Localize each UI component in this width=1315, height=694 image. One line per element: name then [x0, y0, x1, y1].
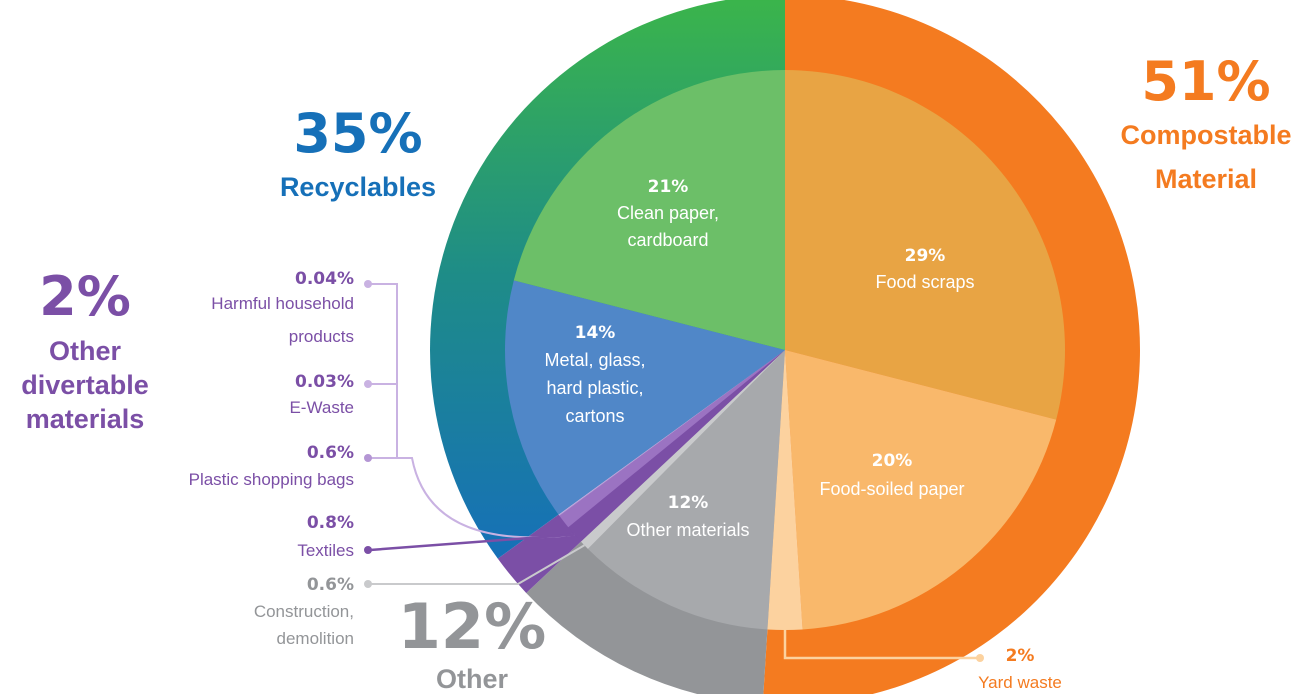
- item-label-textiles: 0.8% Textiles: [297, 513, 354, 560]
- slice-label-line: Food-soiled paper: [819, 479, 964, 499]
- group-pct: 12%: [398, 590, 546, 663]
- group-label-recyclables: 35% Recyclables: [280, 102, 436, 202]
- item-label-plastic-bags: 0.6% Plastic shopping bags: [189, 443, 354, 489]
- slice-other-materials: [587, 350, 785, 630]
- slice-textiles: [568, 350, 785, 542]
- slice-harmful-household-products: [558, 350, 785, 516]
- slice-pct: 12%: [668, 493, 709, 513]
- slice-label-line: cardboard: [627, 230, 708, 250]
- slice-yard-waste: [767, 350, 803, 631]
- item-pct: 0.03%: [295, 372, 354, 392]
- item-label-line: Plastic shopping bags: [189, 470, 354, 489]
- item-label-line: Textiles: [297, 541, 354, 560]
- item-pct: 0.04%: [295, 269, 354, 289]
- slice-pct: 21%: [648, 177, 689, 197]
- slice-label-other-materials: 12% Other materials: [626, 493, 749, 540]
- group-label-line: Compostable: [1120, 120, 1291, 150]
- group-pct: 2%: [39, 265, 131, 328]
- group-label-line: Other: [49, 336, 122, 366]
- group-label-line: Other: [436, 664, 509, 694]
- textiles-leader-line: [369, 533, 575, 552]
- slice-plastic-shopping-bags: [559, 350, 785, 528]
- slice-label-line: Metal, glass,: [544, 350, 645, 370]
- textiles-dot: [364, 546, 372, 554]
- item-label-line: Construction,: [254, 602, 354, 621]
- item-label-line: E-Waste: [289, 398, 354, 417]
- inner-slice-pie: [505, 70, 1065, 631]
- slice-label-line: Other materials: [626, 520, 749, 540]
- item-label-yard-waste: 2% Yard waste: [978, 646, 1062, 692]
- group-label-line: Recyclables: [280, 172, 436, 202]
- yard-waste-dot: [976, 654, 984, 662]
- construction-dot: [364, 580, 372, 588]
- group-label-line: Material: [1155, 164, 1257, 194]
- slice-label-food-soiled-paper: 20% Food-soiled paper: [819, 451, 964, 499]
- group-label-other-divertable: 2% Other divertable materials: [21, 265, 149, 434]
- slice-label-metal-glass: 14% Metal, glass, hard plastic, cartons: [544, 323, 645, 426]
- group-label-line: materials: [26, 404, 145, 434]
- group-label-compostable: 51% Compostable Material: [1120, 50, 1291, 194]
- construction-leader-line: [370, 544, 585, 585]
- yard-waste-leader-line: [783, 622, 978, 660]
- item-label-line: Harmful household: [211, 294, 354, 313]
- item-label-line: products: [289, 327, 354, 346]
- slice-label-clean-paper: 21% Clean paper, cardboard: [617, 177, 719, 250]
- slice-metal-glass-hard-plastic-cartons: [505, 280, 785, 515]
- slice-label-line: hard plastic,: [546, 378, 643, 398]
- e-waste-dot: [364, 380, 372, 388]
- slice-label-line: Clean paper,: [617, 203, 719, 223]
- slice-label-line: Food scraps: [875, 272, 974, 292]
- item-label-e-waste: 0.03% E-Waste: [289, 372, 354, 417]
- slice-e-waste: [559, 350, 785, 516]
- group-label-line: divertable: [21, 370, 149, 400]
- item-label-harmful-household: 0.04% Harmful household products: [211, 269, 354, 346]
- plastic-bags-dot: [364, 454, 372, 462]
- slice-food-soiled-paper: [785, 350, 1057, 630]
- harmful-household-dot: [364, 280, 372, 288]
- group-label-other: 12% Other: [398, 590, 546, 694]
- leader-lines: [364, 280, 984, 662]
- item-pct: 2%: [1006, 646, 1035, 666]
- slice-label-food-scraps: 29% Food scraps: [875, 246, 974, 292]
- slice-clean-paper-cardboard: [513, 70, 785, 350]
- slice-pct: 20%: [872, 451, 913, 471]
- slice-pct: 14%: [575, 323, 616, 343]
- item-pct: 0.8%: [307, 513, 354, 533]
- slice-pct: 29%: [905, 246, 946, 266]
- item-pct: 0.6%: [307, 575, 354, 595]
- item-pct: 0.6%: [307, 443, 354, 463]
- slice-label-line: cartons: [565, 406, 624, 426]
- slice-construction-demolition: [580, 350, 785, 549]
- item-label-line: Yard waste: [978, 673, 1062, 692]
- item-label-construction: 0.6% Construction, demolition: [254, 575, 354, 648]
- slice-food-scraps: [785, 70, 1065, 420]
- group-pct: 35%: [293, 102, 422, 165]
- item-label-line: demolition: [277, 629, 355, 648]
- group-pct: 51%: [1141, 50, 1270, 113]
